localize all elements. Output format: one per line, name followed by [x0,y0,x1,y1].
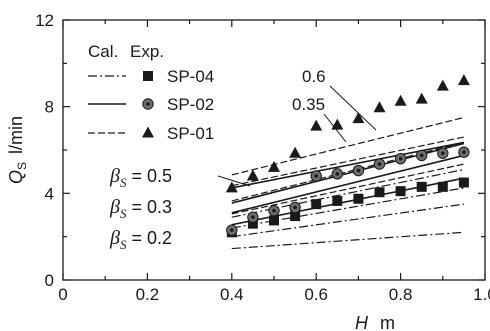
x-tick-label: 0.8 [389,285,413,304]
data-point-sp-02-center [441,151,445,156]
annotation-0-6: 0.6 [302,67,326,86]
data-point-sp-01 [394,94,407,106]
data-point-sp-02-center [356,168,361,173]
annotation-0-35: 0.35 [292,95,325,114]
x-axis-symbol: H [355,313,369,331]
data-point-sp-01 [246,169,259,181]
data-point-sp-01 [415,92,428,104]
annotation-leader-0-6 [329,85,377,131]
calc-curve-sp-04 [231,203,464,238]
beta-leader-0-5 [217,175,251,187]
data-point-sp-04 [247,218,258,229]
x-tick-label: 0.2 [136,285,160,304]
data-point-sp-02 [352,164,365,177]
data-point-sp-04 [458,177,469,188]
calc-curve-sp-02 [231,177,465,226]
data-point-sp-02 [373,158,386,170]
legend-label-sp02: SP-02 [167,95,214,114]
data-point-sp-04 [269,215,279,226]
y-tick-label: 8 [45,98,54,117]
data-point-sp-04 [374,187,385,198]
x-tick-label: 1.0 [473,285,490,304]
calc-curve-sp-02 [231,141,465,189]
experimental-markers [225,74,470,238]
data-point-sp-02 [310,170,322,182]
data-point-sp-02-center [398,156,403,161]
data-point-sp-02-center [419,153,424,158]
data-point-sp-02-center [462,150,466,154]
calc-curve-sp-01 [231,163,465,215]
data-point-sp-04 [353,193,364,204]
legend-rows [88,71,154,138]
legend-marker-sp-02-center [146,102,150,106]
curve-annotations: 0.6 0.35 [292,67,377,143]
legend-marker-sp-02 [142,98,154,110]
data-point-sp-02-center [314,174,319,178]
data-point-sp-02 [289,201,301,214]
data-point-sp-04 [332,195,343,206]
legend-header-exp: Exp. [130,42,164,61]
calc-curve-sp-02 [231,154,465,214]
data-point-sp-02-center [293,205,297,210]
data-point-sp-02 [331,168,343,180]
data-point-sp-02 [416,149,428,162]
beta-annotation-0-3: βS = 0.3 [109,196,172,221]
y-axis-label: QSl/min [6,116,29,184]
data-point-sp-01 [310,119,323,131]
y-axis-unit: l/min [6,116,26,154]
calculated-curves [231,116,465,250]
x-tick-label: 0.6 [304,285,328,304]
data-point-sp-02 [394,152,407,165]
beta-annotations: βS = 0.5 βS = 0.3 βS = 0.2 [109,165,251,252]
data-point-sp-02 [226,224,238,236]
data-point-sp-02-center [272,208,276,213]
calc-curve-sp-04 [231,231,464,250]
beta-annotation-0-2: βS = 0.2 [109,227,172,252]
legend-marker-sp-04 [143,71,153,81]
legend-label-sp04: SP-04 [167,67,214,86]
data-point-sp-02 [437,147,449,159]
data-point-sp-01 [373,101,386,113]
legend: Cal. Exp. SP-04 SP-02 SP-01 [88,42,214,143]
data-point-sp-01 [352,112,365,124]
calc-curve-sp-01 [231,116,465,176]
legend-label-sp01: SP-01 [167,124,214,143]
y-axis-symbol: Q [6,170,26,184]
y-axis-subscript: S [15,162,29,170]
data-point-sp-02-center [377,162,382,166]
x-tick-label: 0 [58,285,67,304]
data-point-sp-01 [225,181,238,193]
data-point-sp-02 [247,211,259,223]
data-point-sp-04 [311,199,322,210]
axes: 0 0.2 0.4 0.6 0.8 1.0 0 4 8 12 [35,11,490,304]
legend-header-calc: Cal. [88,42,118,61]
beta-annotation-0-5: βS = 0.5 [109,165,172,190]
y-tick-label: 0 [45,271,54,290]
data-point-sp-01 [436,79,449,91]
data-point-sp-02-center [335,172,340,176]
calc-curve-sp-01 [231,136,465,187]
data-point-sp-04 [416,181,427,192]
data-point-sp-02 [268,204,280,217]
data-point-sp-02-center [230,228,234,232]
data-point-sp-01 [289,146,302,158]
data-point-sp-02-center [251,215,255,219]
annotation-leader-0-35 [323,113,347,143]
data-point-sp-04 [437,181,448,192]
x-tick-label: 0.4 [220,285,244,304]
y-tick-label: 12 [35,11,54,30]
data-point-sp-04 [290,211,301,222]
data-point-sp-01 [268,160,280,172]
data-point-sp-04 [395,186,406,197]
svg-text:QSl/min: QSl/min [6,116,29,184]
data-point-sp-02 [458,146,470,158]
y-tick-label: 4 [45,184,54,203]
data-point-sp-01 [457,74,470,86]
data-point-sp-01 [331,118,344,130]
x-axis-unit: m [380,313,395,331]
legend-marker-sp-01 [142,126,154,138]
